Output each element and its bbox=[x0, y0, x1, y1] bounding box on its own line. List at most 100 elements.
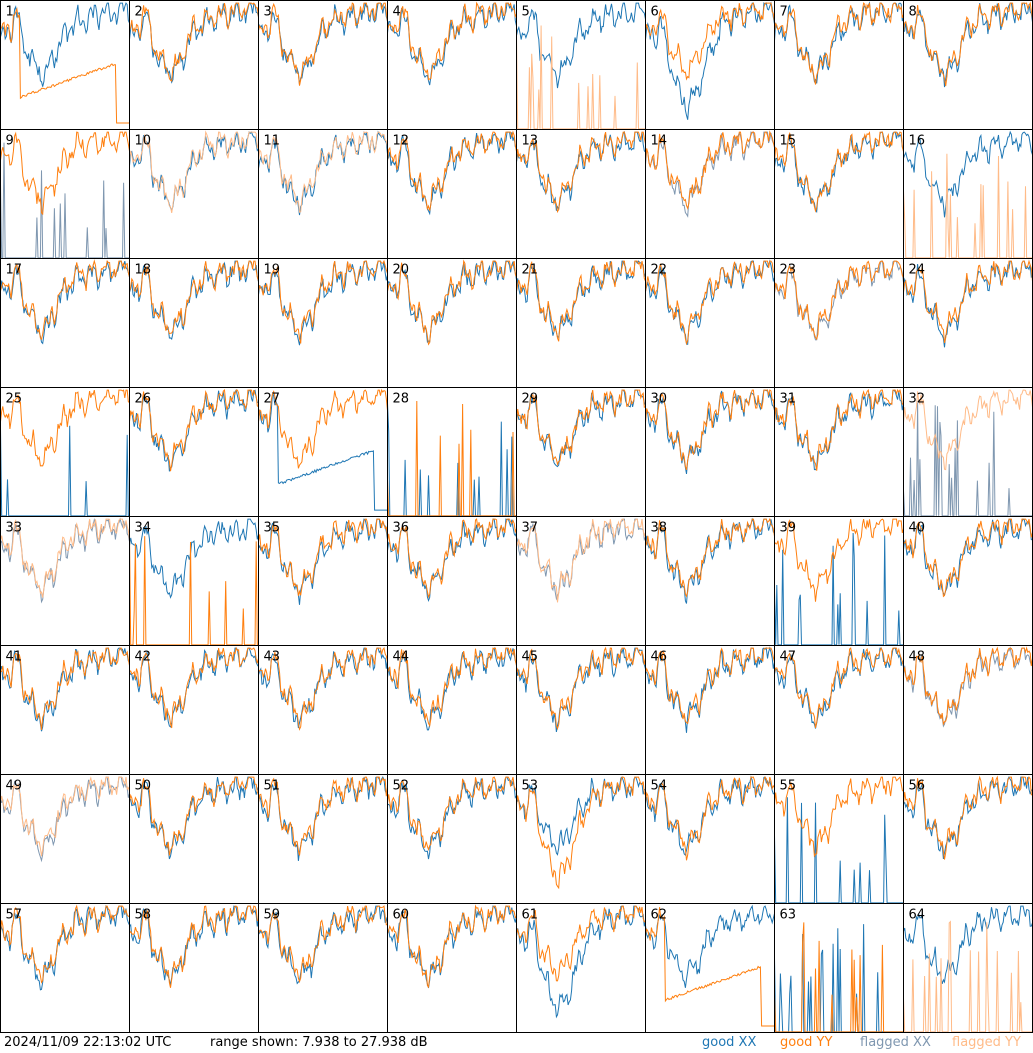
panel-31: 31 bbox=[774, 387, 904, 517]
series-xx-line bbox=[775, 797, 903, 903]
series-yy-line bbox=[517, 131, 645, 214]
panel-label: 55 bbox=[780, 779, 797, 794]
panel-54: 54 bbox=[645, 774, 775, 904]
panel-frame bbox=[645, 645, 775, 775]
panel-label: 30 bbox=[651, 392, 668, 407]
timestamp-label: 2024/11/09 22:13:02 UTC bbox=[4, 1035, 172, 1050]
panel-44: 44 bbox=[387, 645, 517, 775]
panel-frame bbox=[129, 129, 259, 259]
panel-label: 63 bbox=[780, 908, 797, 923]
panel-21: 21 bbox=[516, 258, 646, 388]
panel-frame bbox=[516, 0, 646, 130]
series-yy-line bbox=[130, 2, 258, 82]
panel-label: 14 bbox=[651, 134, 668, 149]
series-xx-line bbox=[259, 905, 387, 985]
series-yy-line bbox=[1, 259, 129, 341]
panel-38: 38 bbox=[645, 516, 775, 646]
panel-label: 45 bbox=[522, 650, 539, 665]
panel-frame bbox=[516, 903, 646, 1033]
panel-label: 37 bbox=[522, 521, 539, 536]
panel-30: 30 bbox=[645, 387, 775, 517]
panel-label: 31 bbox=[780, 392, 797, 407]
panel-4: 4 bbox=[387, 0, 517, 130]
panel-51: 51 bbox=[258, 774, 388, 904]
panel-frame bbox=[774, 129, 904, 259]
panel-label: 41 bbox=[6, 650, 23, 665]
panel-label: 10 bbox=[135, 134, 152, 149]
series-yy-line bbox=[388, 776, 516, 851]
panel-label: 29 bbox=[522, 392, 539, 407]
series-yy-line bbox=[259, 2, 387, 86]
panel-label: 53 bbox=[522, 779, 539, 794]
panel-40: 40 bbox=[903, 516, 1033, 646]
series-yy-line bbox=[517, 905, 645, 982]
legend-good-xx: good XX bbox=[702, 1035, 757, 1050]
panel-label: 23 bbox=[780, 263, 797, 278]
panel-22: 22 bbox=[645, 258, 775, 388]
panel-label: 20 bbox=[393, 263, 410, 278]
panel-label: 13 bbox=[522, 134, 539, 149]
panel-label: 54 bbox=[651, 779, 668, 794]
panel-49: 49 bbox=[0, 774, 130, 904]
series-xx-line bbox=[388, 776, 516, 860]
series-xx-line bbox=[1, 142, 129, 258]
series-yy-line bbox=[130, 905, 258, 988]
panel-label: 59 bbox=[264, 908, 281, 923]
panel-9: 9 bbox=[0, 129, 130, 259]
series-yy-line bbox=[904, 1, 1032, 87]
panel-13: 13 bbox=[516, 129, 646, 259]
panel-frame bbox=[774, 645, 904, 775]
panel-52: 52 bbox=[387, 774, 517, 904]
panel-14: 14 bbox=[645, 129, 775, 259]
series-yy-line bbox=[130, 646, 258, 729]
panel-20: 20 bbox=[387, 258, 517, 388]
series-yy-line bbox=[775, 776, 903, 858]
series-yy-line bbox=[259, 905, 387, 984]
panel-27: 27 bbox=[258, 387, 388, 517]
series-yy-line bbox=[1, 131, 129, 216]
panel-64: 64 bbox=[903, 903, 1033, 1033]
series-xx-line bbox=[1, 425, 129, 516]
panel-33: 33 bbox=[0, 516, 130, 646]
series-yy-line bbox=[517, 518, 645, 603]
series-yy-line bbox=[775, 2, 903, 85]
panel-2: 2 bbox=[129, 0, 259, 130]
panel-label: 36 bbox=[393, 521, 410, 536]
series-xx-line bbox=[646, 775, 774, 857]
panel-label: 2 bbox=[135, 5, 143, 20]
series-yy-line bbox=[517, 776, 645, 890]
panel-label: 24 bbox=[909, 263, 926, 278]
series-yy-line bbox=[130, 533, 258, 645]
panel-label: 39 bbox=[780, 521, 797, 536]
panel-34: 34 bbox=[129, 516, 259, 646]
series-yy-line bbox=[904, 920, 1032, 1032]
series-yy-line bbox=[130, 776, 258, 856]
panel-7: 7 bbox=[774, 0, 904, 130]
series-yy-line bbox=[517, 25, 645, 129]
panel-label: 47 bbox=[780, 650, 797, 665]
legend-flagged-xx: flagged XX bbox=[860, 1035, 931, 1050]
panel-42: 42 bbox=[129, 645, 259, 775]
panel-60: 60 bbox=[387, 903, 517, 1033]
panel-15: 15 bbox=[774, 129, 904, 259]
panel-frame bbox=[903, 387, 1033, 517]
footer-bar: 2024/11/09 22:13:02 UTC range shown: 7.9… bbox=[0, 1033, 1033, 1053]
series-yy-line bbox=[904, 153, 1032, 258]
series-yy-line bbox=[130, 389, 258, 472]
panel-label: 52 bbox=[393, 779, 410, 794]
panel-label: 57 bbox=[6, 908, 23, 923]
panel-61: 61 bbox=[516, 903, 646, 1033]
panel-label: 44 bbox=[393, 650, 410, 665]
series-xx-line bbox=[388, 518, 516, 603]
series-yy-line bbox=[775, 646, 903, 729]
panel-label: 51 bbox=[264, 779, 281, 794]
panel-frame bbox=[129, 645, 259, 775]
panel-frame bbox=[258, 129, 388, 259]
series-yy-line bbox=[775, 131, 903, 213]
panel-label: 16 bbox=[909, 134, 926, 149]
series-yy-line bbox=[388, 1, 516, 81]
panel-35: 35 bbox=[258, 516, 388, 646]
series-yy-line bbox=[646, 389, 774, 471]
series-xx-line bbox=[1, 2, 129, 87]
